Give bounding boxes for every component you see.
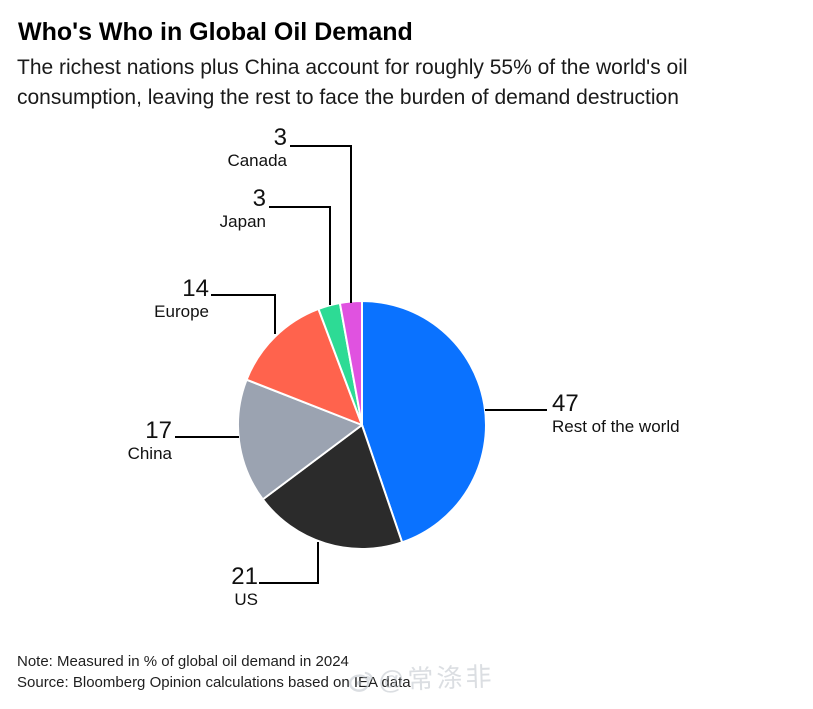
canada-callout-line-v <box>350 145 352 303</box>
canada-label: Canada <box>227 151 287 170</box>
pie-slice-rest-of-the-world <box>361 300 487 544</box>
japan-label: Japan <box>219 212 266 231</box>
callout-us: 21 US <box>231 563 258 610</box>
rest-of-world-label: Rest of the world <box>552 417 680 436</box>
page-title: Who's Who in Global Oil Demand <box>18 18 413 46</box>
pie-slice-europe <box>245 307 363 426</box>
pie-chart <box>237 299 487 550</box>
rest-of-world-value: 47 <box>552 390 579 417</box>
us-callout-line-v <box>317 542 319 584</box>
pie-slice-us <box>261 424 404 550</box>
callout-china: 17 China <box>127 417 172 464</box>
pie-slice-china <box>237 378 363 501</box>
europe-label: Europe <box>154 302 209 321</box>
europe-callout-line-h <box>211 294 276 296</box>
chart-footer: Note: Measured in % of global oil demand… <box>17 651 411 693</box>
china-value: 17 <box>145 417 172 444</box>
japan-callout-line-v <box>329 206 331 305</box>
us-label: US <box>234 590 258 609</box>
japan-callout-line-h <box>269 206 331 208</box>
europe-callout-line-v <box>274 294 276 334</box>
chart-source: Source: Bloomberg Opinion calculations b… <box>17 674 411 691</box>
canada-value: 3 <box>273 124 287 151</box>
callout-europe: 14 Europe <box>154 275 209 322</box>
callout-canada: 3 Canada <box>227 124 287 171</box>
callout-japan: 3 Japan <box>219 185 266 232</box>
rest-of-world-callout-line-h <box>485 409 547 411</box>
chart-note: Note: Measured in % of global oil demand… <box>17 653 349 670</box>
china-label: China <box>127 444 172 463</box>
japan-value: 3 <box>252 185 266 212</box>
canada-callout-line-h <box>290 145 352 147</box>
callout-rest-of-world: 47 Rest of the world <box>552 390 680 437</box>
europe-value: 14 <box>182 275 209 302</box>
china-callout-line-h <box>175 436 239 438</box>
us-callout-line-h <box>259 582 319 584</box>
us-value: 21 <box>231 563 258 590</box>
chart-subtitle: The richest nations plus China account f… <box>17 56 688 109</box>
